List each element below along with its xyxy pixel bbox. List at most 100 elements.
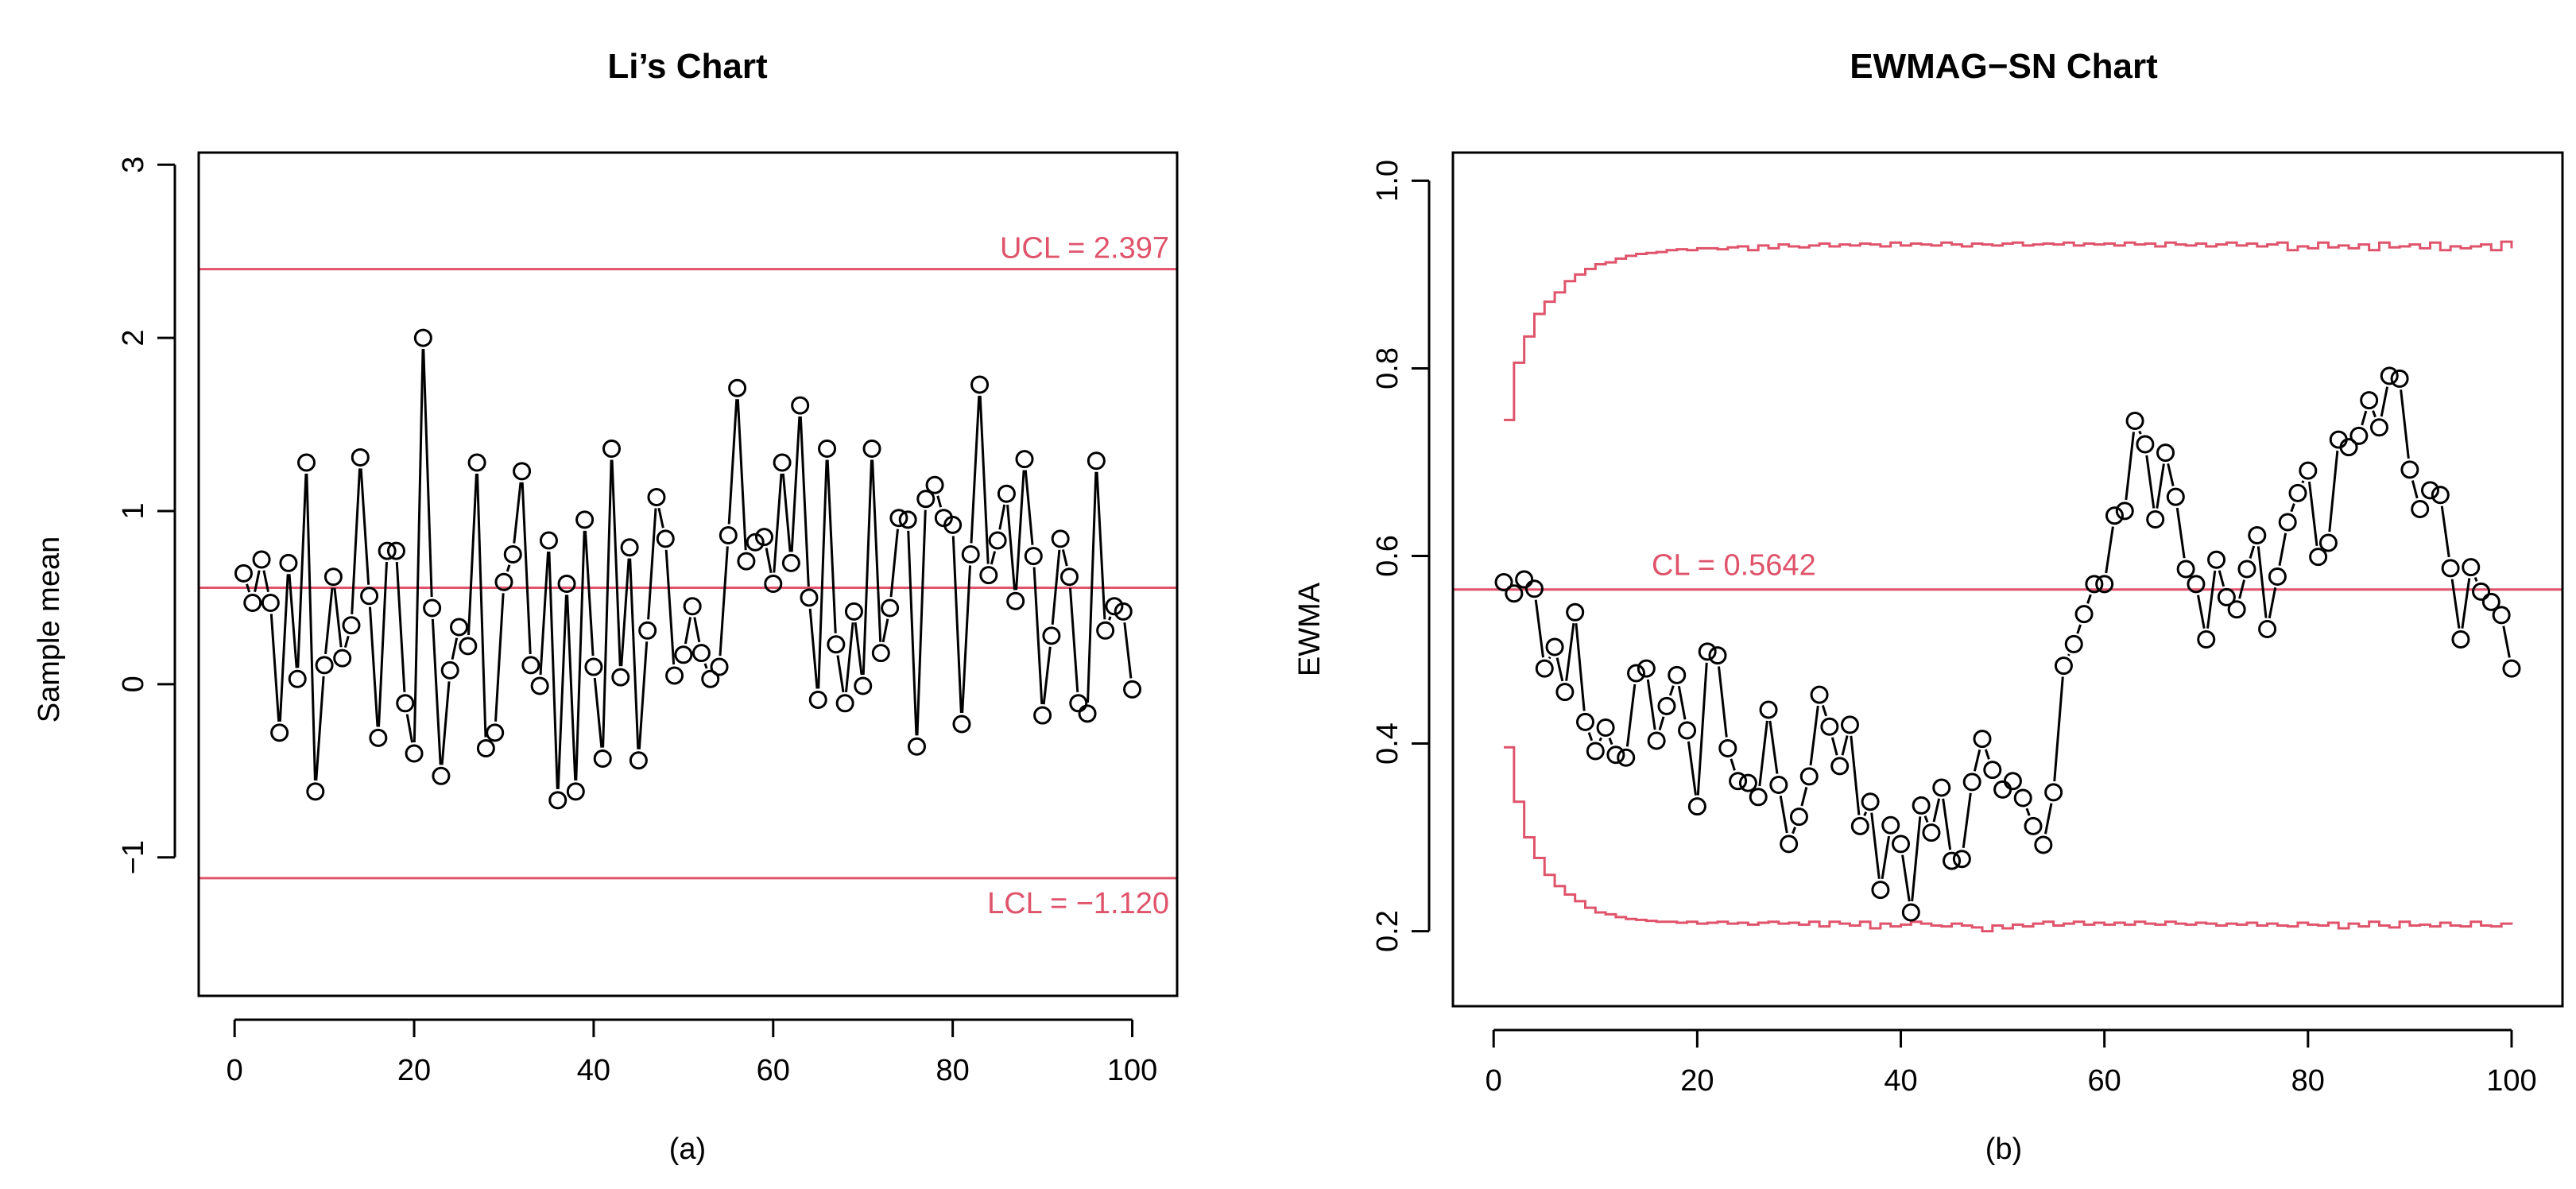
data-point (1105, 597, 1124, 616)
series-segment (1548, 656, 1551, 660)
series-segment (1932, 798, 1941, 823)
data-point (584, 657, 603, 676)
series-segment (1668, 685, 1675, 696)
data-point (1586, 742, 1605, 761)
series-segment (1687, 741, 1698, 796)
series-segment (343, 635, 350, 649)
data-point (2217, 587, 2236, 606)
series-segment (2307, 481, 2318, 546)
panel-b: EWMAG−SN Chart EWMA (b) 0 20 40 60 80 1000.20… (1293, 47, 2564, 1166)
data-point (719, 525, 738, 544)
plot-frame (1451, 151, 2564, 1008)
series-segment (978, 395, 990, 564)
x-tick-label: 100 (1107, 1054, 1157, 1087)
series-segment (2076, 624, 2082, 634)
y-tick-label: 0.8 (1371, 347, 1404, 389)
series-segment (521, 482, 532, 654)
data-point (288, 669, 307, 688)
series-segment (2167, 463, 2175, 486)
series-segment (684, 617, 692, 645)
series-segment (1973, 749, 1981, 772)
data-point (647, 488, 666, 507)
data-point (2044, 783, 2063, 802)
series-segment (664, 549, 676, 665)
data-point (746, 533, 765, 552)
data-point (459, 637, 478, 656)
series-segment (1565, 623, 1575, 681)
data-point (1606, 746, 1625, 765)
series-segment (2156, 463, 2165, 509)
series-segment (262, 570, 269, 593)
data-point (773, 453, 792, 472)
data-point (2309, 548, 2328, 567)
series-segment (1758, 720, 1768, 787)
series-segment (2067, 653, 2070, 656)
data-point (1515, 570, 1534, 589)
series-segment (1555, 657, 1564, 682)
data-point (333, 649, 352, 668)
data-point (1780, 835, 1799, 854)
series-segment (506, 564, 511, 572)
data-point (2380, 366, 2399, 385)
data-point (1912, 796, 1931, 815)
data-point (1943, 851, 1962, 870)
data-point (1861, 792, 1880, 811)
data-point (1759, 700, 1778, 719)
y-tick-label: 0.2 (1371, 910, 1404, 952)
data-point (2207, 550, 2226, 569)
data-point (1789, 808, 1808, 827)
series-segment (513, 482, 522, 544)
series-segment (2249, 545, 2256, 560)
data-point (1993, 780, 2012, 799)
data-point (844, 602, 863, 621)
series-segment (2361, 410, 2368, 426)
data-point (2431, 486, 2450, 505)
data-point (2227, 600, 2246, 619)
series-segment (566, 594, 577, 780)
limit-label-ucl: UCL = 2.397 (1000, 232, 1169, 265)
data-point (1024, 547, 1043, 566)
x-tick-label: 80 (2291, 1064, 2325, 1098)
data-point (691, 644, 711, 663)
data-point (602, 440, 622, 459)
series-segment (2025, 808, 2031, 816)
data-series (1494, 366, 2521, 922)
series-segment (719, 546, 729, 656)
data-point (2074, 605, 2094, 624)
data-point (503, 544, 522, 564)
data-point (1059, 567, 1079, 587)
tick-layer: 0 20 40 60 80 100 −1 0 1 2 3 (117, 157, 1157, 1087)
data-point (952, 715, 971, 734)
data-point (494, 572, 513, 591)
series-segment (2175, 507, 2186, 559)
data-point (835, 694, 854, 713)
data-point (854, 676, 873, 695)
data-point (1096, 621, 1115, 640)
series-segment (693, 617, 701, 643)
series-segment (324, 587, 334, 655)
series-segment (602, 459, 613, 748)
data-point (513, 462, 532, 481)
series-segment (907, 530, 918, 736)
data-point (405, 744, 424, 763)
series-segment (1598, 737, 1602, 742)
data-point (1647, 731, 1666, 750)
series-segment (620, 558, 630, 667)
series-segment (288, 574, 298, 668)
data-point (2176, 560, 2195, 579)
series-segment (1087, 471, 1098, 703)
data-point (1042, 626, 1061, 645)
y-tick-label: 2 (117, 330, 150, 347)
series-segment (1015, 470, 1025, 591)
series-segment (2268, 587, 2277, 619)
series-segment (2278, 533, 2287, 566)
data-point (1114, 602, 1133, 621)
series-segment (2290, 503, 2295, 513)
data-point (2288, 483, 2307, 502)
series-segment (1677, 685, 1687, 720)
data-point (2349, 426, 2369, 445)
series-segment (990, 551, 997, 565)
y-tick-label: 0.4 (1371, 722, 1404, 765)
y-tick-label: 0.6 (1371, 535, 1404, 577)
y-tick-label: 1.0 (1371, 160, 1404, 202)
